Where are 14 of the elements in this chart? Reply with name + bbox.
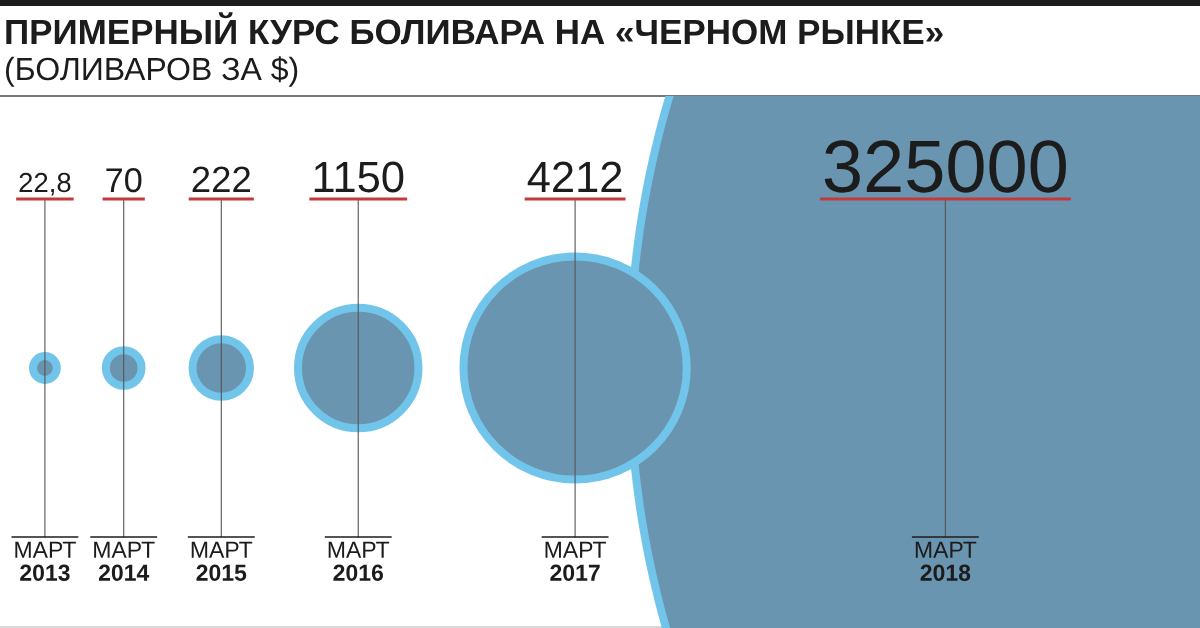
text: ПРИМЕРНЫЙ КУРС БОЛИВАРА НА «ЧЕРНОМ РЫНКЕ» (6, 12, 943, 45)
data-label: 70 (106, 168, 142, 193)
text: (БОЛИВАРОВ ЗА $) (5, 56, 298, 87)
data-label: 4212 (527, 161, 622, 192)
data-label: 22,8 (19, 172, 71, 196)
category-label: МАРТ 2017 (545, 541, 606, 581)
data-label: 1150 (314, 161, 404, 193)
category-label: МАРТ 2018 (915, 541, 977, 581)
category-label: МАРТ 2015 (191, 541, 253, 581)
category-label: МАРТ 2014 (94, 541, 155, 581)
category-label: МАРТ 2016 (328, 541, 390, 581)
data-label: 325000 (824, 140, 1066, 193)
category-label: МАРТ 2013 (15, 541, 76, 581)
data-label: 222 (192, 166, 250, 192)
